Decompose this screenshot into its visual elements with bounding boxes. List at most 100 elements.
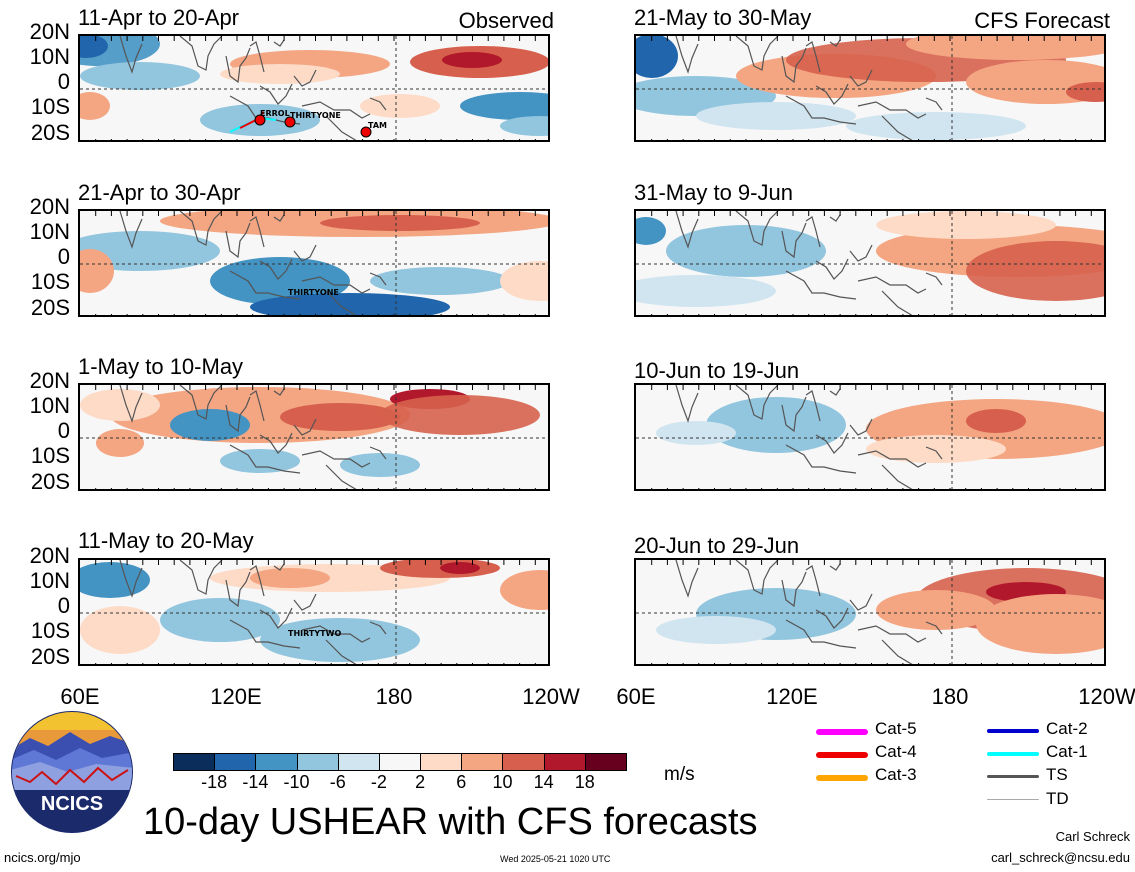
shear-contour <box>876 590 996 630</box>
shear-field <box>636 36 1104 140</box>
colorbar-unit: m/s <box>664 764 695 785</box>
shear-contour <box>966 409 1026 433</box>
storm-label: THIRTYONE <box>288 288 339 297</box>
lat-label: 0 <box>57 69 70 94</box>
coastline <box>857 450 927 468</box>
legend-swatch <box>816 752 868 758</box>
lon-label: 60E <box>60 684 100 709</box>
colorbar-swatch <box>214 753 257 771</box>
storm-marker <box>254 114 266 126</box>
coastline <box>781 47 807 84</box>
legend-swatch <box>987 729 1039 733</box>
shear-contour <box>846 112 1026 140</box>
coastline <box>179 36 223 71</box>
panel-title: 10-Jun to 19-Jun <box>634 358 800 383</box>
coastline <box>249 41 265 73</box>
coastline <box>301 625 371 643</box>
coastline <box>829 214 841 222</box>
panel-title: 1-May to 10-May <box>78 354 244 379</box>
coastline <box>675 385 699 423</box>
legend-label: Cat-2 <box>1046 719 1088 738</box>
shear-contour <box>706 397 846 453</box>
coastline <box>675 36 699 74</box>
coastline <box>785 270 857 300</box>
lat-label: 20N <box>29 543 70 568</box>
colorbar-swatch <box>584 753 627 771</box>
coastline <box>119 560 143 598</box>
shear-contour <box>170 409 250 441</box>
coastline <box>815 432 849 454</box>
shear-contour <box>500 570 548 610</box>
coastline <box>849 593 873 611</box>
shear-contour <box>866 435 1006 463</box>
panel-title: 21-May to 30-May <box>634 5 812 30</box>
panel-tag-forecast: CFS Forecast <box>974 8 1110 33</box>
colorbar-tick-label: -6 <box>329 772 346 792</box>
colorbar-tick-label: -10 <box>283 772 310 792</box>
coastline <box>293 244 317 262</box>
coastline <box>849 418 873 436</box>
coastline <box>119 385 143 423</box>
coastline <box>273 563 285 571</box>
coastline <box>369 446 387 460</box>
coastline <box>675 211 699 249</box>
shear-contour <box>360 94 440 118</box>
coastline <box>225 396 251 433</box>
legend-label: Cat-1 <box>1046 742 1088 761</box>
coastline <box>325 290 357 315</box>
coastline <box>249 216 265 248</box>
shear-contour <box>80 62 200 90</box>
shear-field <box>636 385 1104 489</box>
coastline <box>229 619 301 649</box>
map-panel-forecast-1 <box>634 34 1106 142</box>
lat-label: 10S <box>30 269 70 294</box>
shear-contour <box>380 395 540 435</box>
lon-label: 120E <box>766 684 818 709</box>
coastline <box>225 47 251 84</box>
shear-contour <box>440 562 480 574</box>
shear-contour <box>460 92 548 120</box>
shear-contour <box>80 92 110 120</box>
footer-email[interactable]: carl_schreck@ncsu.edu <box>991 850 1130 865</box>
storm-label: THIRTYONE <box>290 111 341 120</box>
shear-field: THIRTYONE <box>80 211 548 315</box>
shear-contour <box>250 568 330 588</box>
map-panel-observed-3 <box>78 383 550 491</box>
coastline <box>301 276 371 294</box>
coastline <box>259 607 293 629</box>
shear-contour <box>500 116 548 136</box>
colorbar-tick-label: 14 <box>533 772 554 792</box>
coastline <box>781 571 807 608</box>
colorbar-swatch <box>337 753 380 771</box>
footer-timestamp: Wed 2025-05-21 1020 UTC <box>500 854 611 864</box>
coastline <box>273 214 285 222</box>
colorbar-swatch <box>420 753 463 771</box>
panel-title: 11-May to 20-May <box>78 528 254 553</box>
panel-title: 21-Apr to 30-Apr <box>78 180 241 205</box>
lat-label: 0 <box>57 244 70 269</box>
legend-swatch <box>816 729 868 735</box>
colorbar-swatch <box>378 753 422 771</box>
coastline <box>925 97 943 111</box>
colorbar-tick-label: -2 <box>370 772 387 792</box>
shear-contour <box>220 64 340 84</box>
colorbar-swatch <box>296 753 339 771</box>
coastline <box>857 101 927 119</box>
lat-label: 0 <box>57 418 70 443</box>
footer-author: Carl Schreck <box>1055 829 1130 844</box>
lon-label: 120W <box>1078 684 1135 709</box>
lat-label: 10N <box>29 568 70 593</box>
lat-label: 10S <box>30 443 70 468</box>
panel-title: 11-Apr to 20-Apr <box>78 5 240 30</box>
coastline <box>293 69 317 87</box>
coastline <box>735 36 779 71</box>
coastline <box>857 625 927 643</box>
legend-label: TD <box>1046 789 1069 808</box>
coastline <box>225 222 251 259</box>
ncics-logo: NCICS <box>10 710 134 834</box>
shear-contour <box>80 231 220 271</box>
coastline <box>325 464 357 489</box>
panel-title: 20-Jun to 29-Jun <box>634 533 800 558</box>
lat-label: 20S <box>30 469 70 494</box>
footer-url[interactable]: ncics.org/mjo <box>4 850 81 865</box>
